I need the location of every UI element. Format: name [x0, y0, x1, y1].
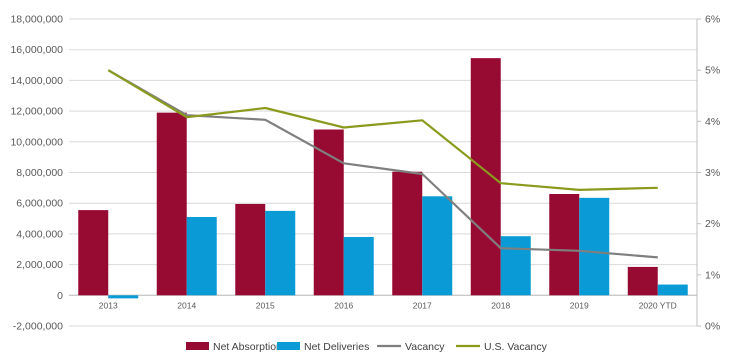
right-tick-label: 5% — [705, 65, 720, 77]
category-label: 2019 — [570, 300, 589, 310]
net-absorption-bar — [392, 171, 423, 296]
left-tick-label: 12,000,000 — [10, 106, 63, 118]
left-tick-label: 0 — [57, 290, 63, 302]
net-deliveries-bar — [108, 295, 139, 299]
left-tick-label: 8,000,000 — [16, 167, 63, 179]
right-tick-label: 1% — [705, 269, 720, 281]
net-absorption-bar — [235, 203, 266, 296]
net-deliveries-bar — [422, 196, 453, 296]
left-axis: -2,000,000 0 2,000,000 4,000,000 6,000,000 8,… — [10, 14, 63, 333]
right-tick-label: 3% — [705, 167, 720, 179]
legend-label: U.S. Vacancy — [484, 341, 548, 353]
legend: Net Absorption Net Deliveries Vacancy U.S. … — [186, 341, 548, 353]
net-absorption-bar — [156, 112, 187, 296]
legend-swatch — [186, 342, 209, 350]
category-label: 2016 — [334, 300, 353, 310]
category-label: 2017 — [413, 300, 432, 310]
net-deliveries-bar — [186, 217, 217, 296]
bar-series — [78, 58, 688, 299]
legend-label: Net Absorption — [213, 341, 282, 353]
left-tick-label: 14,000,000 — [10, 75, 63, 87]
net-absorption-bar — [627, 266, 658, 296]
left-tick-label: -2,000,000 — [13, 321, 63, 333]
right-tick-label: 0% — [705, 321, 720, 333]
category-label: 2015 — [256, 300, 275, 310]
net-deliveries-bar — [500, 236, 531, 296]
net-absorption-bar — [313, 129, 344, 296]
right-tick-label: 2% — [705, 218, 720, 230]
us-vacancy-line — [107, 69, 658, 191]
right-tick-label: 4% — [705, 116, 720, 128]
category-axis: 2013 2014 2015 2016 2017 2018 2019 2020 YTD — [99, 300, 677, 310]
left-tick-label: 18,000,000 — [10, 14, 63, 26]
net-absorption-bar — [549, 193, 580, 296]
net-absorption-bar — [78, 210, 109, 296]
line-series — [107, 69, 658, 259]
category-label: 2020 YTD — [639, 300, 677, 310]
category-label: 2018 — [491, 300, 510, 310]
left-tick-label: 6,000,000 — [16, 198, 63, 210]
legend-swatch — [277, 342, 300, 350]
net-deliveries-bar — [343, 236, 374, 296]
left-tick-label: 16,000,000 — [10, 44, 63, 56]
left-tick-label: 2,000,000 — [16, 259, 63, 271]
right-tick-label: 6% — [705, 14, 720, 26]
net-deliveries-bar — [657, 284, 688, 296]
left-tick-label: 4,000,000 — [16, 228, 63, 240]
category-label: 2013 — [99, 300, 118, 310]
net-absorption-bar — [470, 58, 501, 296]
net-deliveries-bar — [579, 197, 610, 296]
legend-label: Net Deliveries — [304, 341, 369, 353]
net-deliveries-bar — [265, 210, 296, 296]
left-tick-label: 10,000,000 — [10, 136, 63, 148]
right-axis: 0% 1% 2% 3% 4% 5% 6% — [696, 14, 720, 333]
legend-label: Vacancy — [405, 341, 445, 353]
category-label: 2014 — [177, 300, 196, 310]
